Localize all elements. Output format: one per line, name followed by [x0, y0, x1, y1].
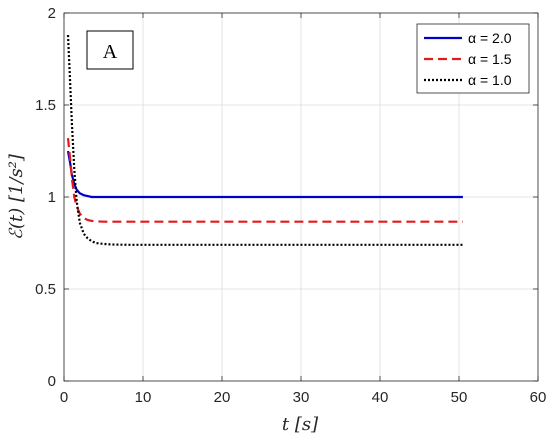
- y-tick-label: 0: [48, 373, 56, 390]
- y-tick-label: 1: [48, 189, 56, 206]
- legend-box: [416, 23, 530, 94]
- x-tick-label: 10: [135, 389, 152, 406]
- x-tick-label: 50: [451, 389, 468, 406]
- y-axis-label: ℰ(t) [1/s²]: [6, 153, 27, 240]
- x-tick-label: 0: [60, 389, 68, 406]
- y-tick-label: 1.5: [35, 97, 56, 114]
- legend-label: α = 1.0: [468, 72, 512, 88]
- panel-label-text: A: [103, 41, 118, 63]
- series-line: [66, 150, 463, 199]
- x-axis-label: t [s]: [282, 414, 319, 435]
- x-tick-label: 40: [372, 389, 389, 406]
- legend-label: α = 2.0: [468, 30, 512, 46]
- y-tick-label: 2: [48, 5, 56, 22]
- series-line: [66, 35, 463, 246]
- panel-label-box: [86, 30, 134, 70]
- legend: α = 2.0 α = 1.5 α = 1.0: [416, 23, 530, 94]
- legend-label: α = 1.5: [468, 51, 512, 67]
- axis-ticks: [63, 12, 539, 382]
- panel-label: A: [86, 30, 134, 70]
- series-line: [66, 137, 463, 223]
- x-tick-label: 20: [214, 389, 231, 406]
- series-lines: [66, 35, 463, 246]
- tick-labels: 0 10 20 30 40 50 60 0 0.5 1 1.5 2: [35, 5, 546, 406]
- x-tick-label: 60: [530, 389, 547, 406]
- x-tick-label: 30: [293, 389, 310, 406]
- y-tick-label: 0.5: [35, 281, 56, 298]
